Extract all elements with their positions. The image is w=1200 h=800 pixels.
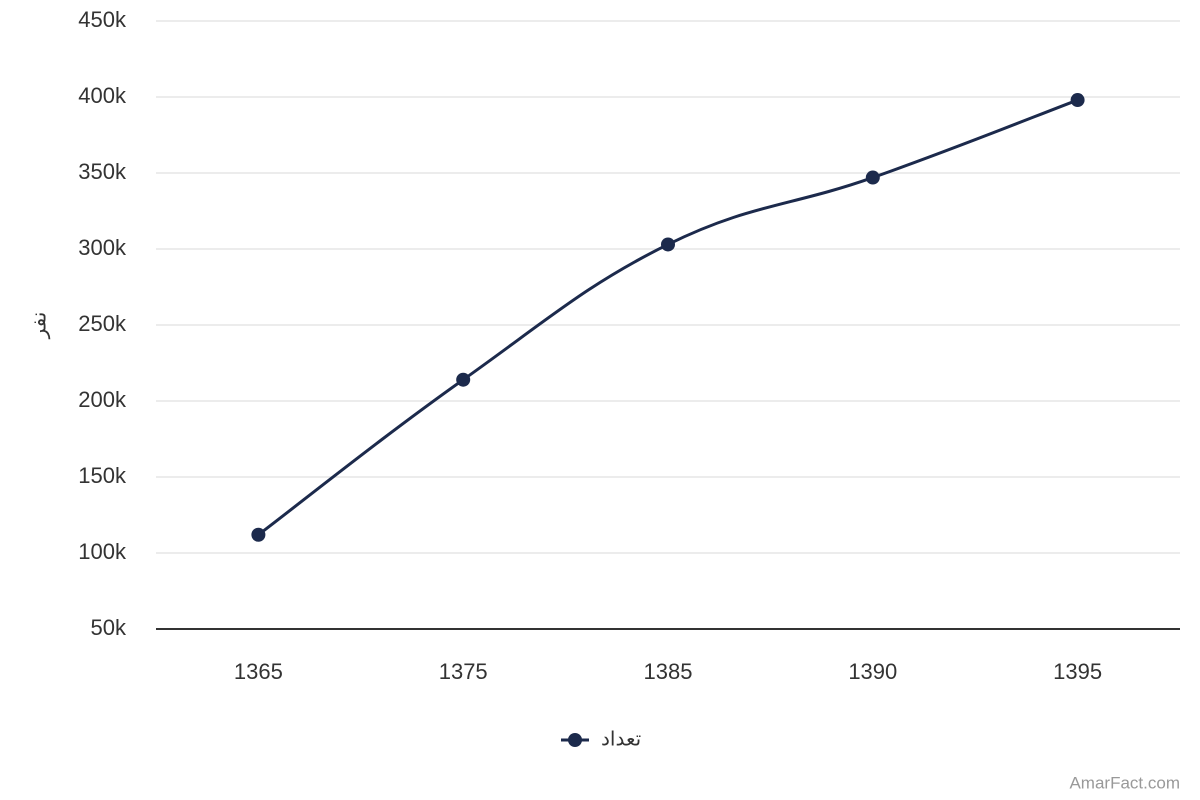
legend-label[interactable]: تعداد	[601, 728, 641, 750]
y-tick-label: 300k	[78, 235, 127, 260]
point	[456, 372, 471, 387]
y-tick-label: 50k	[91, 615, 127, 640]
point	[1070, 93, 1085, 108]
point	[251, 527, 266, 542]
y-tick-label: 250k	[78, 311, 127, 336]
point	[661, 237, 675, 252]
y-tick-label: 450k	[78, 7, 127, 32]
x-tick-label: 1365	[234, 659, 283, 684]
y-tick-label: 100k	[78, 539, 127, 564]
x-tick-label: 1395	[1053, 659, 1102, 684]
line	[257, 98, 1079, 536]
x-tick-label: 1375	[439, 659, 488, 684]
y-axis-title: نفر	[28, 312, 50, 340]
y-tick-label: 400k	[78, 83, 127, 108]
credit[interactable]: AmarFact.com	[1069, 773, 1180, 792]
x-tick-label: 1385	[644, 659, 693, 684]
legend-marker	[568, 733, 582, 747]
x-tick-label: 1390	[848, 659, 897, 684]
y-tick-label: 200k	[78, 387, 127, 412]
y-tick-label: 350k	[78, 159, 127, 184]
y-tick-label: 150k	[78, 463, 127, 488]
point	[865, 170, 880, 185]
